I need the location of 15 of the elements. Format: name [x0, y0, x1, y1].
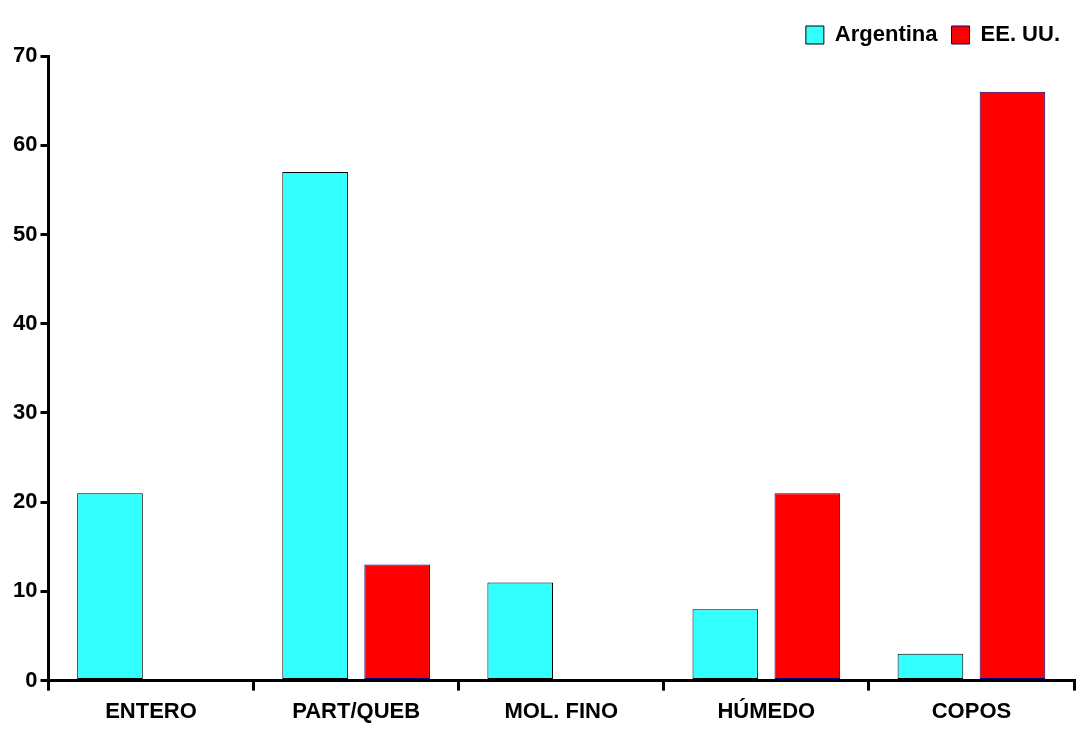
legend-label: EE. UU. — [980, 21, 1061, 47]
x-tick-label: PART/QUEB — [292, 697, 421, 723]
y-tick-label: 20 — [12, 488, 38, 514]
x-tick-label: COPOS — [931, 697, 1012, 723]
y-tick-label: 10 — [12, 577, 38, 603]
y-tick-label: 0 — [25, 666, 38, 692]
y-tick-label: 70 — [12, 42, 38, 68]
x-tick-label: HÚMEDO — [717, 697, 816, 723]
y-tick-label: 50 — [12, 220, 38, 246]
y-tick-label: 60 — [12, 131, 38, 157]
y-tick-label: 30 — [12, 398, 38, 424]
legend-label: Argentina — [834, 21, 939, 47]
x-tick-label: MOL. FINO — [504, 697, 619, 723]
x-tick-label: ENTERO — [105, 697, 197, 723]
y-tick-label: 40 — [12, 309, 38, 335]
